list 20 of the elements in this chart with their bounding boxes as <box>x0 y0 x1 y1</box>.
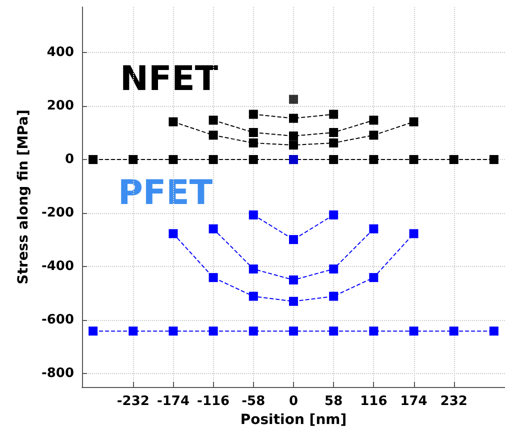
x-tick-label: 0 <box>288 394 298 409</box>
x-tick-label: -174 <box>156 394 190 409</box>
y-tick-label: 400 <box>46 44 74 60</box>
x-tick-label: -232 <box>116 394 150 409</box>
y-tick-label: -800 <box>41 366 74 382</box>
y-tick-label: -400 <box>41 259 74 274</box>
x-tick-label: -116 <box>197 394 230 409</box>
y-tick-label: 0 <box>64 152 74 168</box>
x-tick-label: 58 <box>324 394 343 409</box>
y-axis-title: Stress along fin [MPa] <box>16 110 32 284</box>
annotation: PFET <box>118 173 214 213</box>
annotation: NFET <box>120 59 219 99</box>
y-tick-label: -200 <box>41 206 74 221</box>
x-tick-label: -58 <box>242 394 266 409</box>
y-tick-label: -600 <box>41 312 74 328</box>
x-tick-label: 232 <box>440 394 468 409</box>
y-tick-label: 200 <box>46 98 74 114</box>
x-tick-label: 174 <box>400 394 428 409</box>
x-axis-title: Position [nm] <box>240 412 347 428</box>
x-tick-label: 116 <box>360 394 388 409</box>
